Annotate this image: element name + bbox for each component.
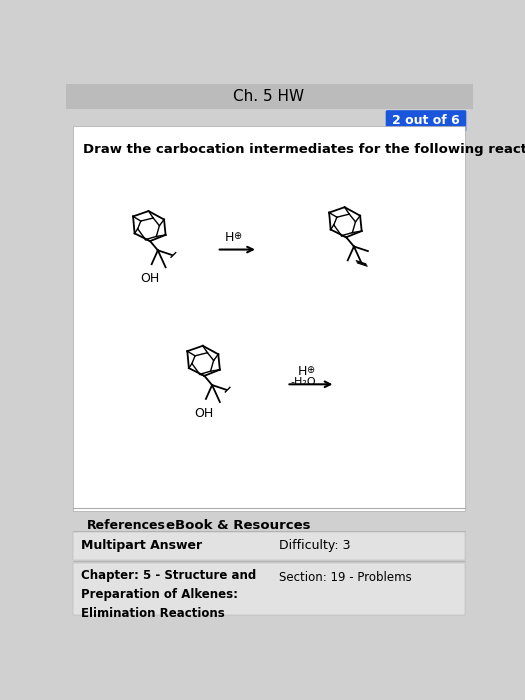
Bar bbox=[74, 532, 465, 560]
Text: eBook & Resources: eBook & Resources bbox=[166, 519, 311, 532]
Text: ⊕: ⊕ bbox=[233, 231, 241, 241]
Text: -H₂O: -H₂O bbox=[290, 377, 316, 387]
Text: Ch. 5 HW: Ch. 5 HW bbox=[233, 89, 304, 104]
Bar bbox=[74, 563, 465, 615]
Text: H: H bbox=[225, 231, 235, 244]
Text: Difficulty: 3: Difficulty: 3 bbox=[279, 540, 350, 552]
Text: OH: OH bbox=[141, 272, 160, 285]
Text: OH: OH bbox=[195, 407, 214, 419]
Text: H: H bbox=[298, 365, 308, 378]
Text: Section: 19 - Problems: Section: 19 - Problems bbox=[279, 570, 412, 584]
Text: Chapter: 5 - Structure and
Preparation of Alkenes:
Elimination Reactions: Chapter: 5 - Structure and Preparation o… bbox=[81, 569, 256, 620]
Bar bbox=[74, 126, 465, 511]
Text: ⊕: ⊕ bbox=[306, 365, 314, 374]
Bar bbox=[66, 84, 472, 108]
Text: Multipart Answer: Multipart Answer bbox=[81, 540, 202, 552]
Text: 2 out of 6: 2 out of 6 bbox=[392, 115, 460, 127]
Text: References: References bbox=[87, 519, 166, 532]
FancyBboxPatch shape bbox=[386, 110, 466, 132]
Text: Draw the carbocation intermediates for the following reaction.: Draw the carbocation intermediates for t… bbox=[82, 143, 525, 155]
